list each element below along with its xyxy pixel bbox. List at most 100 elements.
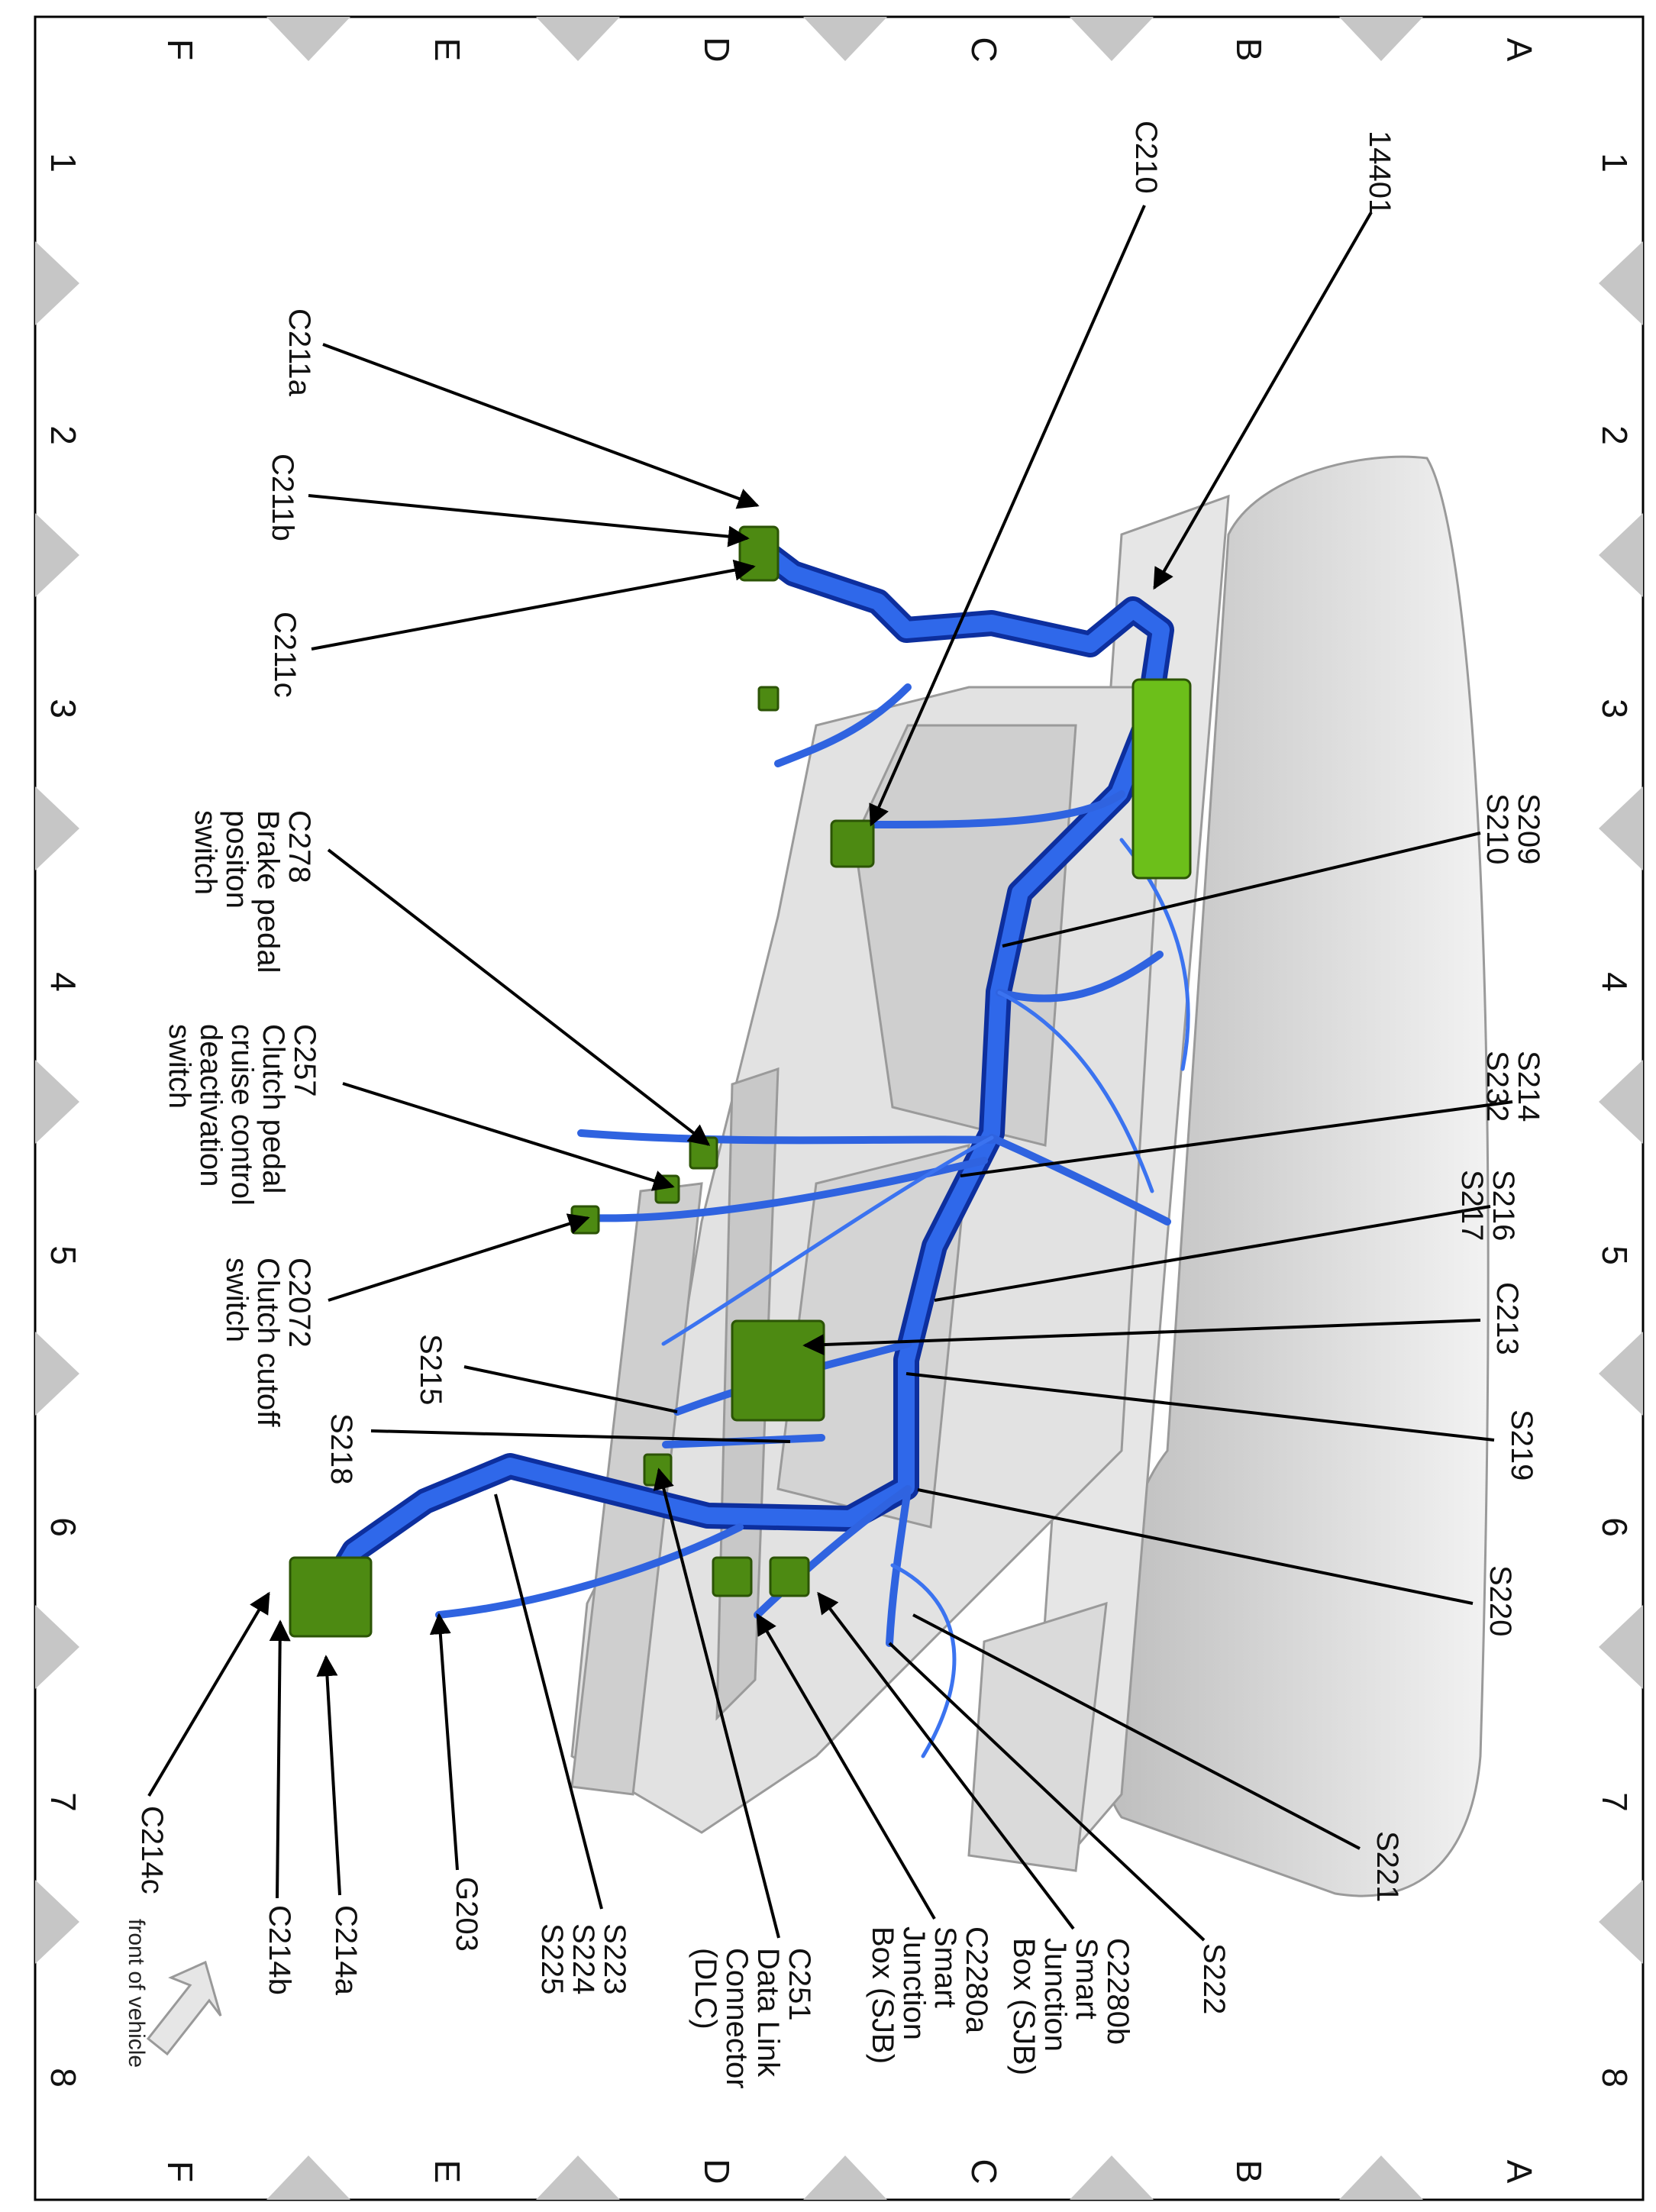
callout-s216: S216 S217	[1455, 1170, 1520, 1242]
grid-row-B: B	[1229, 2159, 1269, 2184]
callout-description: (DLC)	[689, 1948, 722, 2030]
grid-column-5: 5	[44, 1245, 83, 1265]
leader-line-c211b	[308, 494, 750, 547]
leader-line-c2280b	[817, 1591, 1075, 1930]
leader-line-s214	[960, 1100, 1513, 1177]
callout-id: S222	[1197, 1943, 1231, 2015]
callout-description: Data Link	[751, 1948, 785, 2077]
callout-id: S209	[1512, 793, 1545, 865]
callout-c2280a: C2280a Smart Junction Box (SJB)	[866, 1926, 993, 2065]
grid-column-4: 4	[1595, 972, 1635, 992]
callout-description: cruise control	[225, 1024, 259, 1206]
arrow-icon	[146, 1960, 222, 2056]
connector-C211	[738, 525, 780, 582]
grid-marker	[803, 2155, 887, 2200]
callout-description: Connector	[720, 1948, 754, 2089]
callout-id: S216	[1487, 1170, 1520, 1242]
callout-id: C211c	[268, 612, 302, 698]
grid-column-1: 1	[1595, 153, 1635, 173]
callout-c213: C213	[1490, 1282, 1524, 1355]
callout-c2072: C2072 Clutch cutoff switch	[220, 1258, 316, 1427]
callout-c257: C257 Clutch pedal cruise control deactivati…	[163, 1024, 321, 1206]
grid-marker	[1599, 513, 1643, 597]
callout-g203: G203	[450, 1877, 483, 1952]
front-of-vehicle-note: front of vehicle	[124, 1919, 149, 2068]
grid-marker	[266, 2155, 350, 2200]
grid-marker	[35, 786, 79, 870]
grid-column-7: 7	[1595, 1792, 1635, 1812]
grid-row-E: E	[428, 2159, 467, 2184]
callout-description: Box (SJB)	[866, 1926, 899, 2065]
leader-line-c214a	[316, 1655, 341, 1896]
grid-row-A: A	[1499, 2159, 1539, 2184]
leader-line-s222	[888, 1642, 1206, 1942]
callout-description: positon	[220, 810, 253, 909]
leader-line-c210	[869, 205, 1146, 827]
callout-id: C257	[288, 1024, 321, 1097]
callout-description: Clutch pedal	[257, 1024, 290, 1194]
callout-id: C211b	[266, 454, 299, 541]
grid-row-C: C	[964, 37, 1004, 63]
grid-column-6: 6	[1595, 1517, 1635, 1537]
callout-c251: C251 Data Link Connector (DLC)	[689, 1948, 816, 2089]
grid-marker	[1599, 786, 1643, 870]
callout-id: S219	[1505, 1410, 1538, 1481]
grid-column-1: 1	[44, 153, 83, 173]
leader-line-c251	[653, 1468, 780, 1939]
grid-marker	[35, 1880, 79, 1964]
grid-marker	[803, 17, 887, 61]
leader-line-c214c	[147, 1591, 270, 1797]
grid-marker	[1070, 17, 1154, 61]
callout-s222: S222	[1197, 1943, 1231, 2015]
callout-s223: S223 S224 S225	[535, 1923, 631, 1994]
connector-C257	[654, 1174, 680, 1204]
callout-s221: S221	[1370, 1831, 1404, 1902]
grid-column-3: 3	[44, 699, 83, 718]
leader-line-g203	[429, 1613, 459, 1871]
callout-c278: C278 Brake pedal positon switch	[189, 810, 316, 974]
callout-description: switch	[189, 810, 222, 896]
grid-row-E: E	[428, 37, 467, 62]
grid-row-B: B	[1229, 37, 1269, 62]
callout-id: S220	[1483, 1565, 1517, 1637]
instrument-panel-structure	[570, 455, 1490, 1897]
grid-marker	[35, 241, 79, 325]
grid-column-8: 8	[44, 2068, 83, 2088]
grid-column-3: 3	[1595, 699, 1635, 718]
callout-id: C278	[282, 810, 316, 883]
callout-id: S214	[1512, 1051, 1545, 1122]
callout-description: deactivation	[194, 1024, 228, 1187]
leader-line-s215	[463, 1365, 678, 1413]
grid-column-2: 2	[44, 425, 83, 445]
connector-C213	[731, 1319, 825, 1422]
leader-line-c211c	[311, 559, 756, 651]
callout-description: S210	[1480, 793, 1514, 865]
callout-c214b: C214b	[263, 1905, 296, 1995]
callout-c210: C210	[1129, 121, 1163, 194]
callout-description: Clutch cutoff	[251, 1258, 285, 1427]
grid-marker	[1070, 2155, 1154, 2200]
callout-id: C2280b	[1101, 1938, 1135, 2046]
grid-marker	[1599, 1332, 1643, 1416]
leader-line-s220	[917, 1488, 1474, 1605]
grid-marker	[536, 2155, 620, 2200]
callout-id: S218	[324, 1413, 358, 1485]
callout-s209: S209 S210	[1480, 793, 1545, 865]
callout-id: C211a	[282, 308, 316, 396]
leader-line-c2280a	[756, 1613, 936, 1920]
callout-s220: S220	[1483, 1565, 1517, 1637]
connector-C251	[643, 1453, 673, 1487]
grid-marker	[1599, 241, 1643, 325]
grid-row-F: F	[160, 2160, 200, 2183]
callout-description: Brake pedal	[251, 810, 285, 974]
grid-column-4: 4	[44, 972, 83, 992]
callout-description: Smart	[928, 1926, 962, 2008]
callout-description: Junction	[897, 1926, 931, 2040]
grid-column-2: 2	[1595, 425, 1635, 445]
callout-description: S217	[1455, 1170, 1489, 1242]
leader-line-c278	[327, 848, 711, 1146]
callout-c214c: C214c	[135, 1806, 169, 1894]
grid-marker	[1339, 17, 1423, 61]
callout-id: C213	[1490, 1282, 1524, 1355]
